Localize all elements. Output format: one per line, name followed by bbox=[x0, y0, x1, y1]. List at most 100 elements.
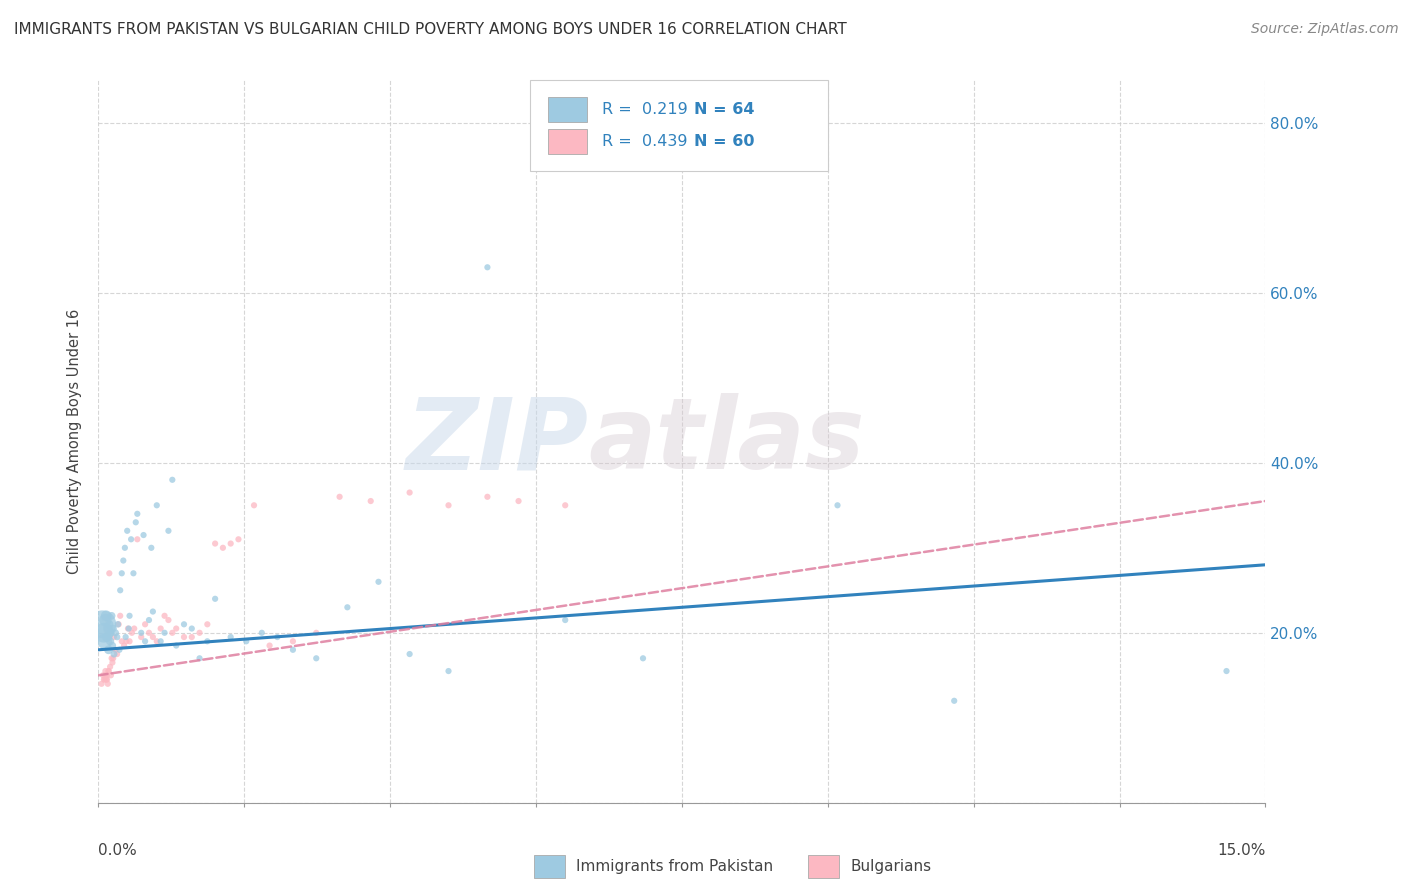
Point bbox=[153, 608, 176, 623]
Point bbox=[91, 668, 114, 682]
Point bbox=[118, 634, 141, 648]
Point bbox=[100, 668, 122, 682]
Point bbox=[127, 533, 149, 547]
Point bbox=[122, 566, 145, 581]
Point bbox=[259, 639, 281, 653]
Point bbox=[118, 622, 141, 636]
Point bbox=[114, 630, 136, 644]
Point bbox=[195, 634, 218, 648]
Point bbox=[100, 608, 122, 623]
Point bbox=[129, 625, 152, 640]
Point bbox=[96, 673, 118, 687]
Point bbox=[91, 617, 114, 632]
Point bbox=[132, 528, 155, 542]
Point bbox=[631, 651, 654, 665]
Point bbox=[96, 630, 118, 644]
Point bbox=[134, 617, 156, 632]
Point bbox=[100, 625, 122, 640]
Text: Source: ZipAtlas.com: Source: ZipAtlas.com bbox=[1251, 22, 1399, 37]
Point bbox=[141, 541, 163, 555]
Point bbox=[125, 516, 148, 530]
Point bbox=[96, 668, 118, 682]
Point bbox=[100, 651, 122, 665]
Point bbox=[103, 622, 125, 636]
Point bbox=[111, 566, 134, 581]
Y-axis label: Child Poverty Among Boys Under 16: Child Poverty Among Boys Under 16 bbox=[67, 309, 83, 574]
Point bbox=[107, 617, 129, 632]
Point bbox=[398, 485, 420, 500]
Point bbox=[98, 634, 121, 648]
Point bbox=[142, 605, 165, 619]
Point bbox=[212, 541, 235, 555]
Point bbox=[90, 677, 112, 691]
Text: N = 64: N = 64 bbox=[695, 102, 755, 117]
Point bbox=[266, 630, 288, 644]
Point bbox=[554, 613, 576, 627]
Point bbox=[195, 617, 218, 632]
Point bbox=[204, 591, 226, 606]
Point bbox=[97, 664, 120, 678]
Point bbox=[398, 647, 420, 661]
Point bbox=[107, 617, 129, 632]
Point bbox=[162, 473, 184, 487]
Point bbox=[103, 651, 125, 665]
Point bbox=[204, 536, 226, 550]
Point bbox=[118, 608, 141, 623]
Point bbox=[477, 490, 499, 504]
Point bbox=[97, 622, 120, 636]
Point bbox=[93, 673, 115, 687]
Point bbox=[1215, 664, 1237, 678]
Point bbox=[98, 660, 121, 674]
Point bbox=[104, 625, 127, 640]
Point bbox=[281, 642, 304, 657]
Point bbox=[329, 490, 352, 504]
Point bbox=[477, 260, 499, 275]
Point bbox=[115, 524, 138, 538]
Point bbox=[243, 498, 266, 512]
Point bbox=[149, 634, 172, 648]
Point bbox=[127, 507, 149, 521]
Point bbox=[146, 498, 169, 512]
Point bbox=[112, 553, 135, 567]
Point bbox=[165, 639, 187, 653]
Text: Bulgarians: Bulgarians bbox=[851, 859, 932, 873]
Point bbox=[108, 583, 131, 598]
Point bbox=[173, 617, 195, 632]
Point bbox=[104, 642, 127, 657]
Point bbox=[437, 498, 460, 512]
Point bbox=[305, 625, 328, 640]
Point bbox=[250, 625, 273, 640]
Point bbox=[121, 625, 143, 640]
Point bbox=[157, 524, 180, 538]
Point bbox=[554, 498, 576, 512]
Point bbox=[108, 642, 131, 657]
Text: R =  0.439: R = 0.439 bbox=[602, 134, 688, 149]
Point bbox=[219, 630, 242, 644]
Point bbox=[142, 630, 165, 644]
Point bbox=[97, 642, 120, 657]
Point bbox=[98, 617, 121, 632]
Point bbox=[228, 533, 250, 547]
Point bbox=[162, 625, 184, 640]
Point bbox=[157, 613, 180, 627]
Point bbox=[165, 622, 187, 636]
Point bbox=[96, 673, 118, 687]
Point bbox=[114, 541, 136, 555]
Point bbox=[98, 566, 121, 581]
Point bbox=[180, 622, 202, 636]
Point bbox=[117, 622, 139, 636]
Point bbox=[146, 634, 169, 648]
Point bbox=[219, 536, 242, 550]
Point bbox=[120, 533, 142, 547]
Point bbox=[138, 625, 160, 640]
Point bbox=[188, 651, 211, 665]
Point bbox=[149, 622, 172, 636]
Point bbox=[305, 651, 328, 665]
Point bbox=[360, 494, 382, 508]
Point bbox=[134, 634, 156, 648]
Point bbox=[188, 625, 211, 640]
Point bbox=[101, 639, 124, 653]
Text: atlas: atlas bbox=[589, 393, 865, 490]
Text: 15.0%: 15.0% bbox=[1218, 843, 1265, 857]
Point bbox=[508, 494, 530, 508]
